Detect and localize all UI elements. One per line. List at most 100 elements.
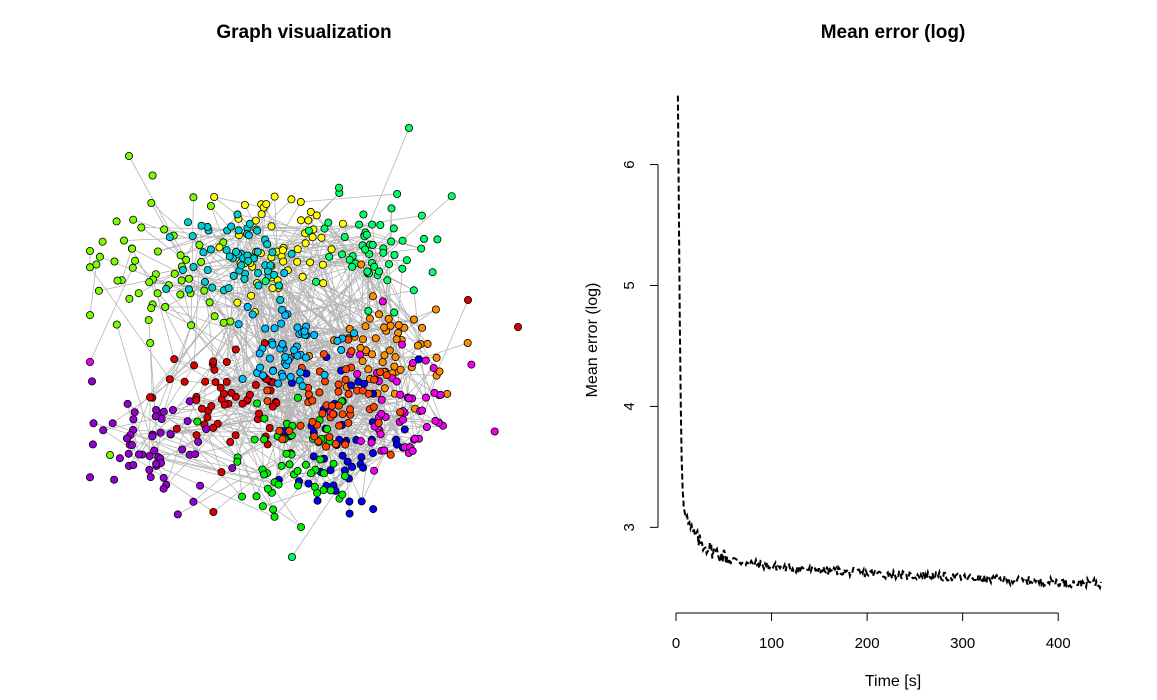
graph-node [274,379,283,388]
graph-node [146,473,155,482]
graph-node [341,365,350,374]
graph-node [312,211,321,220]
graph-node [378,358,387,367]
graph-node [265,354,274,363]
graph-node [222,246,231,255]
graph-node [370,262,379,271]
graph-node [404,124,413,133]
graph-node [182,255,191,264]
graph-node [261,324,270,333]
graph-node [296,197,305,206]
graph-node [125,151,134,160]
graph-node [391,353,400,362]
graph-node [326,486,335,495]
graph-node [231,431,240,440]
graph-node [280,268,289,277]
graph-node [153,289,162,298]
graph-node [334,183,343,192]
graph-node [262,200,271,209]
graph-node [209,507,218,516]
graph-node [319,486,328,495]
graph-node [184,285,193,294]
graph-node [222,357,231,366]
graph-node [338,219,347,228]
graph-node [129,461,138,470]
graph-node [329,459,338,468]
graph-node [170,355,179,364]
graph-node [385,346,394,355]
graph-node [240,274,249,283]
graph-node [86,473,95,482]
graph-node [231,345,240,354]
graph-node [293,245,302,254]
graph-node [369,402,378,411]
graph-node [386,321,395,330]
graph-node [176,251,185,260]
graph-node [92,260,101,269]
graph-node [380,323,389,332]
graph-node [206,245,215,254]
graph-node [392,335,401,344]
graph-node [325,252,334,261]
graph-node [304,479,313,488]
graph-node [202,424,211,433]
graph-node [390,308,399,317]
graph-node [130,408,139,417]
graph-node [275,426,284,435]
graph-node [397,340,406,349]
graph-node [309,452,318,461]
graph-node [443,389,452,398]
graph-node [237,261,246,270]
graph-node [124,449,133,458]
graph-node [267,222,276,231]
graph-node [203,266,212,275]
graph-node [253,268,262,277]
graph-node [209,423,218,432]
graph-node [398,415,407,424]
graph-node [268,402,277,411]
graph-node [258,502,267,511]
graph-node [361,245,370,254]
x-tick-label: 200 [855,635,880,652]
graph-node [447,192,456,201]
graph-node [296,421,305,430]
graph-node [306,207,315,216]
graph-node [278,435,287,444]
graph-node [199,248,208,257]
graph-node [358,335,367,344]
graph-node [98,237,107,246]
graph-node [490,427,499,436]
graph-node [334,401,343,410]
graph-node [341,440,350,449]
graph-node [347,347,356,356]
graph-node [293,257,302,266]
graph-node [188,232,197,241]
graph-node [145,278,154,287]
graph-node [390,250,399,259]
graph-node [178,266,187,275]
graph-node [331,439,340,448]
graph-node [88,377,97,386]
graph-node [334,387,343,396]
graph-node [353,369,362,378]
graph-node [333,336,342,345]
graph-node [185,397,194,406]
graph-node [226,437,235,446]
graph-node [129,415,138,424]
graph-node [209,357,218,366]
graph-node [389,224,398,233]
graph-node [310,331,319,340]
graph-node [338,451,347,460]
graph-node [301,239,310,248]
graph-node [326,466,335,475]
y-axis: 3 4 5 6 [621,160,659,532]
graph-node [428,268,437,277]
graph-node [110,475,119,484]
graph-nodes [86,124,523,562]
graph-node [348,262,357,271]
graph-node [150,446,159,455]
graph-node [248,310,257,319]
graph-node [227,222,236,231]
graph-node [319,279,328,288]
graph-node [257,210,266,219]
